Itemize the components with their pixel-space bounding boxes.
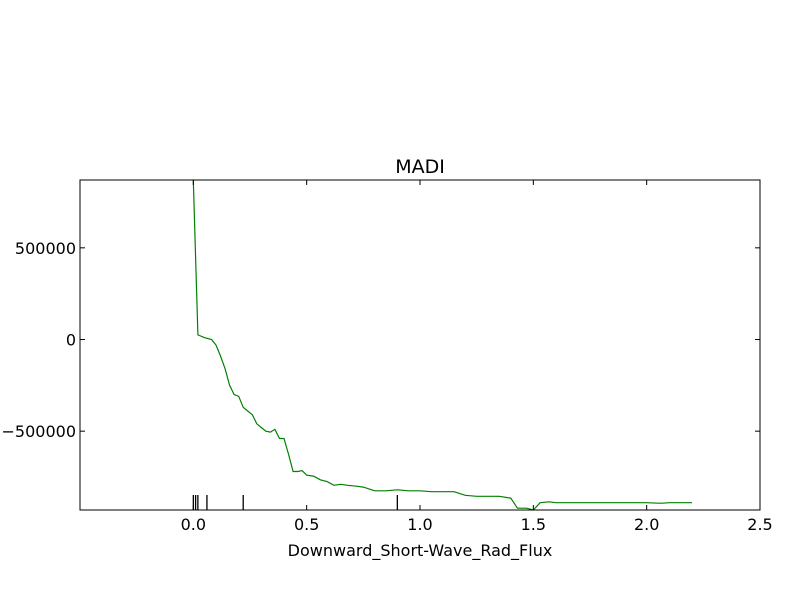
y-tick-label: 500000 <box>15 239 76 258</box>
plot-area <box>80 180 760 510</box>
x-axis-label: Downward_Short-Wave_Rad_Flux <box>288 541 553 561</box>
ticks-group: 0.0 0.5 1.0 1.5 2.0 2.5 500000 0 −500000 <box>2 180 773 534</box>
y-tick-label: 0 <box>66 331 76 350</box>
x-tick-label: 0.5 <box>294 515 319 534</box>
plot-background <box>80 180 760 510</box>
x-tick-label: 1.5 <box>521 515 546 534</box>
x-tick-label: 2.5 <box>747 515 772 534</box>
x-tick-label: 0.0 <box>181 515 206 534</box>
series-line <box>192 179 692 511</box>
series-group <box>192 179 692 511</box>
x-tick-label: 2.0 <box>634 515 659 534</box>
x-tick-label: 1.0 <box>407 515 432 534</box>
chart-title: MADI <box>395 156 445 178</box>
y-tick-label: −500000 <box>2 422 76 441</box>
plot-frame <box>79 179 761 511</box>
